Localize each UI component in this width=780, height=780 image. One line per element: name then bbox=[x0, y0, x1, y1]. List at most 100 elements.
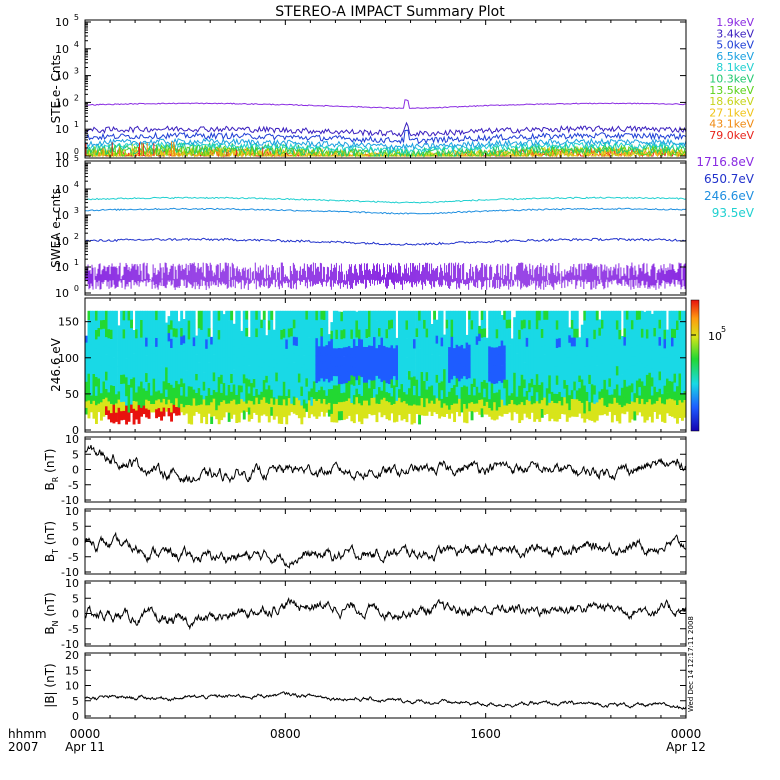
pad-cell bbox=[630, 365, 634, 375]
svg-text:|B| (nT): |B| (nT) bbox=[43, 663, 57, 707]
pad-cell bbox=[265, 382, 269, 390]
pad-cell bbox=[620, 342, 624, 350]
pad-cell bbox=[618, 357, 622, 368]
pad-cell bbox=[583, 338, 587, 349]
pad-cell bbox=[500, 315, 504, 324]
pad-cell bbox=[650, 413, 654, 423]
pad-cell bbox=[175, 397, 178, 407]
pad-cell bbox=[212, 398, 216, 408]
pad-cell bbox=[613, 354, 617, 364]
pad-cell bbox=[347, 345, 351, 355]
pad-cell bbox=[663, 338, 667, 349]
pad-cell bbox=[505, 362, 509, 372]
pad-cell bbox=[87, 409, 91, 419]
pad-cell bbox=[460, 353, 464, 362]
pad-cell bbox=[165, 352, 168, 360]
pad-cell bbox=[370, 371, 374, 381]
pad-cell bbox=[598, 406, 602, 416]
pad-cell bbox=[115, 320, 118, 330]
pad-cell bbox=[643, 376, 647, 386]
pad-cell bbox=[528, 373, 532, 384]
pad-cell bbox=[578, 343, 582, 351]
pad-cell bbox=[395, 358, 399, 367]
pad-cell bbox=[678, 390, 682, 401]
pad-cell bbox=[630, 410, 634, 420]
pad-cell bbox=[583, 357, 587, 367]
pad-cell bbox=[438, 355, 441, 365]
pad-cell bbox=[160, 383, 163, 394]
pad-cell bbox=[538, 412, 542, 422]
pad-cell bbox=[548, 393, 552, 403]
pad-cell bbox=[460, 386, 464, 396]
pad-cell bbox=[360, 367, 364, 378]
ste-panel-ytick-label: 10 bbox=[55, 16, 69, 29]
pad-cell bbox=[570, 328, 574, 338]
pad-cell bbox=[548, 411, 552, 422]
pad-cell bbox=[305, 310, 309, 320]
pad-cell bbox=[322, 337, 326, 347]
pad-cell bbox=[132, 337, 136, 347]
pad-cell bbox=[478, 362, 482, 371]
pad-cell bbox=[500, 374, 504, 383]
pad-cell bbox=[265, 341, 269, 349]
pad-cell bbox=[390, 379, 394, 388]
pad-cell bbox=[676, 310, 679, 321]
pad-cell bbox=[525, 310, 529, 321]
pad-cell bbox=[137, 348, 141, 359]
pad-cell bbox=[325, 403, 329, 413]
pad-cell bbox=[120, 338, 123, 348]
pad-cell bbox=[661, 375, 664, 385]
pad-cell bbox=[310, 405, 314, 415]
pad-cell bbox=[635, 397, 639, 407]
pad-cell bbox=[97, 386, 101, 396]
pad-cell bbox=[538, 329, 542, 339]
pad-cell bbox=[655, 373, 659, 383]
pad-cell bbox=[365, 319, 369, 330]
pad-cell bbox=[513, 325, 517, 334]
pad-cell bbox=[307, 319, 311, 329]
pad-cell bbox=[335, 366, 339, 377]
pad-cell bbox=[145, 363, 148, 374]
pad-cell bbox=[297, 373, 301, 383]
pad-cell bbox=[435, 405, 439, 414]
pad-cell bbox=[618, 367, 622, 377]
pad-cell bbox=[322, 310, 326, 320]
pad-cell bbox=[170, 320, 173, 330]
pad-cell bbox=[375, 412, 379, 423]
bn-panel-ytick-label: -10 bbox=[61, 638, 79, 651]
pad-cell bbox=[480, 390, 484, 400]
pad-cell bbox=[185, 362, 189, 371]
pad-cell bbox=[603, 370, 607, 380]
pad-cell bbox=[563, 362, 567, 372]
pad-cell bbox=[605, 345, 609, 355]
pad-cell bbox=[90, 403, 93, 413]
pad-cell bbox=[676, 367, 679, 377]
pad-cell bbox=[363, 391, 366, 401]
bn-ylabel: BN (nT) bbox=[43, 592, 60, 634]
pad-cell bbox=[255, 328, 259, 338]
pad-cell bbox=[270, 319, 274, 329]
pad-cell bbox=[325, 327, 329, 337]
pad-cell bbox=[167, 374, 171, 383]
pad-cell bbox=[195, 354, 199, 362]
pad-cell bbox=[545, 362, 549, 372]
pad-cell bbox=[275, 398, 279, 408]
pad-cell bbox=[528, 328, 532, 339]
pad-cell bbox=[433, 310, 436, 320]
pad-cell bbox=[373, 388, 376, 398]
pad-cell bbox=[628, 347, 632, 358]
br-panel-ytick-label: -5 bbox=[68, 479, 79, 492]
pad-cell bbox=[300, 386, 304, 396]
pad-cell bbox=[275, 363, 279, 373]
pad-cell bbox=[112, 338, 116, 349]
pad-cell bbox=[668, 406, 672, 416]
pad-cell bbox=[222, 382, 226, 392]
pad-cell bbox=[122, 410, 126, 420]
pad-cell bbox=[117, 350, 121, 359]
pad-cell bbox=[625, 369, 629, 379]
pad-cell bbox=[200, 376, 204, 386]
pad-cell bbox=[210, 336, 214, 345]
pad-cell bbox=[603, 388, 607, 397]
pad-cell bbox=[608, 361, 612, 370]
pad-cell bbox=[257, 310, 261, 321]
